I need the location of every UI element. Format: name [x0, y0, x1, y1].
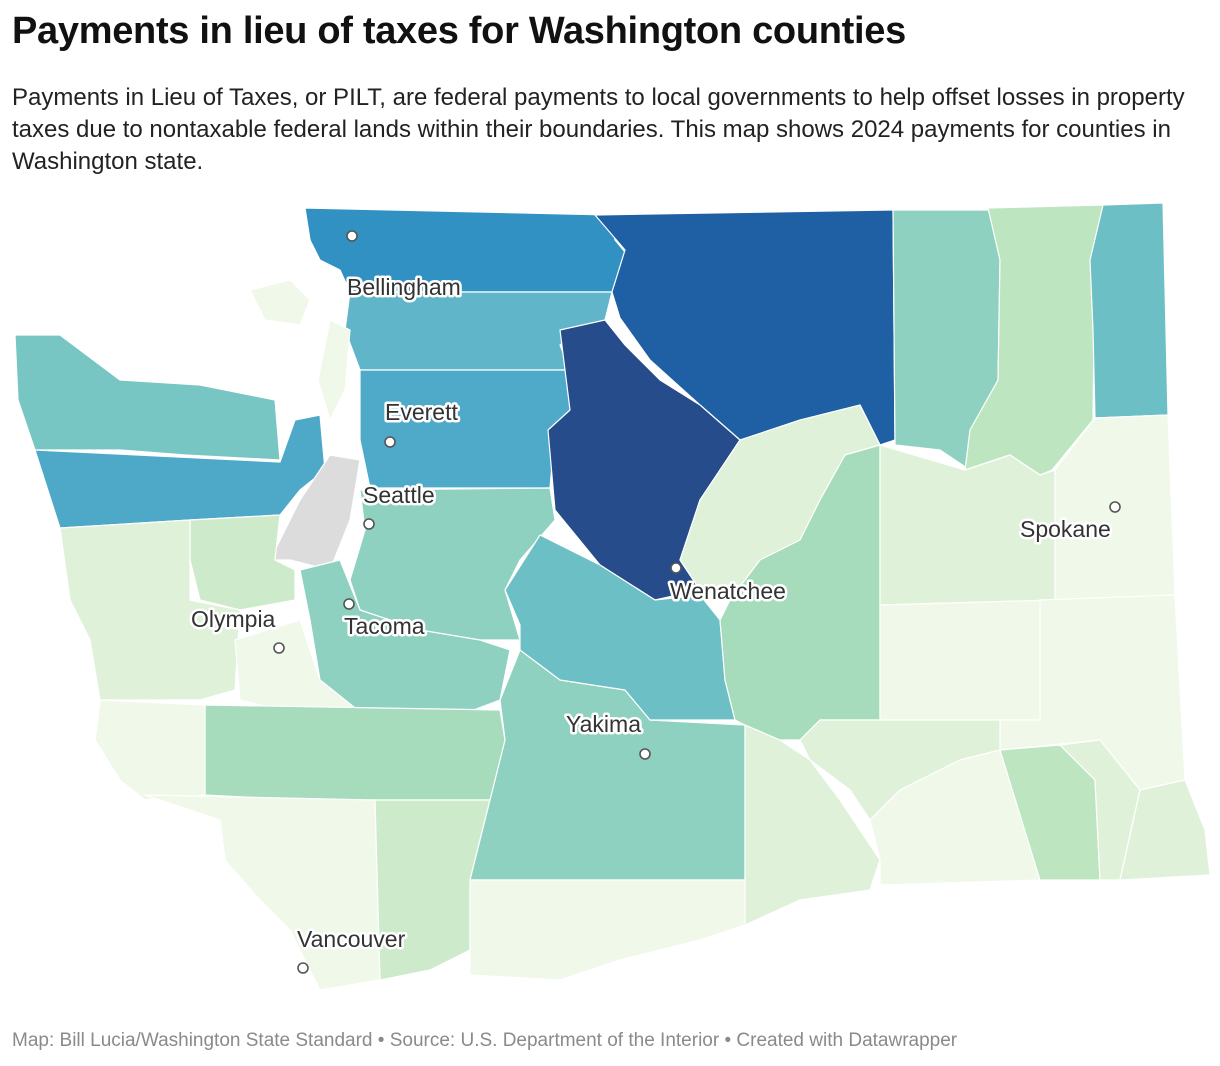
county	[249, 279, 311, 326]
county	[344, 291, 613, 371]
city-dot	[273, 642, 285, 654]
footer: Map: Bill Lucia/Washington State Standar…	[12, 1030, 958, 1051]
county	[349, 487, 556, 641]
county	[269, 454, 361, 571]
city-label: Seattle	[363, 482, 435, 508]
city-dot	[363, 518, 375, 530]
counties	[14, 202, 1211, 991]
city-dot	[1109, 501, 1121, 513]
city-label: Spokane	[1020, 516, 1111, 542]
city-dot	[343, 598, 355, 610]
title: Payments in lieu of taxes for Washington…	[12, 10, 906, 52]
county	[1089, 202, 1169, 419]
city-dot	[670, 562, 682, 574]
city-label: Olympia	[191, 606, 276, 632]
city-dot	[384, 436, 396, 448]
county	[204, 704, 506, 801]
subtitle: Payments in Lieu of Taxes, or PILT, are …	[12, 84, 1185, 175]
city-dot	[639, 748, 651, 760]
county	[144, 794, 381, 991]
county	[189, 514, 296, 611]
city-label: Bellingham	[347, 274, 461, 300]
city-dot	[346, 230, 358, 242]
county	[59, 519, 241, 701]
city-label: Yakima	[566, 711, 641, 737]
county	[469, 879, 746, 981]
city-label: Everett	[385, 399, 458, 425]
city-label: Tacoma	[344, 613, 425, 639]
county	[879, 599, 1056, 721]
county	[1119, 779, 1211, 881]
city-dot	[297, 962, 309, 974]
city-label: Vancouver	[297, 926, 406, 952]
county	[94, 699, 206, 801]
county	[869, 749, 1041, 886]
cities: Bellingham Everett Seattle Olympia Tacom…	[189, 230, 1121, 974]
county	[14, 334, 281, 461]
county	[317, 319, 351, 421]
city-label: Wenatchee	[670, 578, 786, 604]
